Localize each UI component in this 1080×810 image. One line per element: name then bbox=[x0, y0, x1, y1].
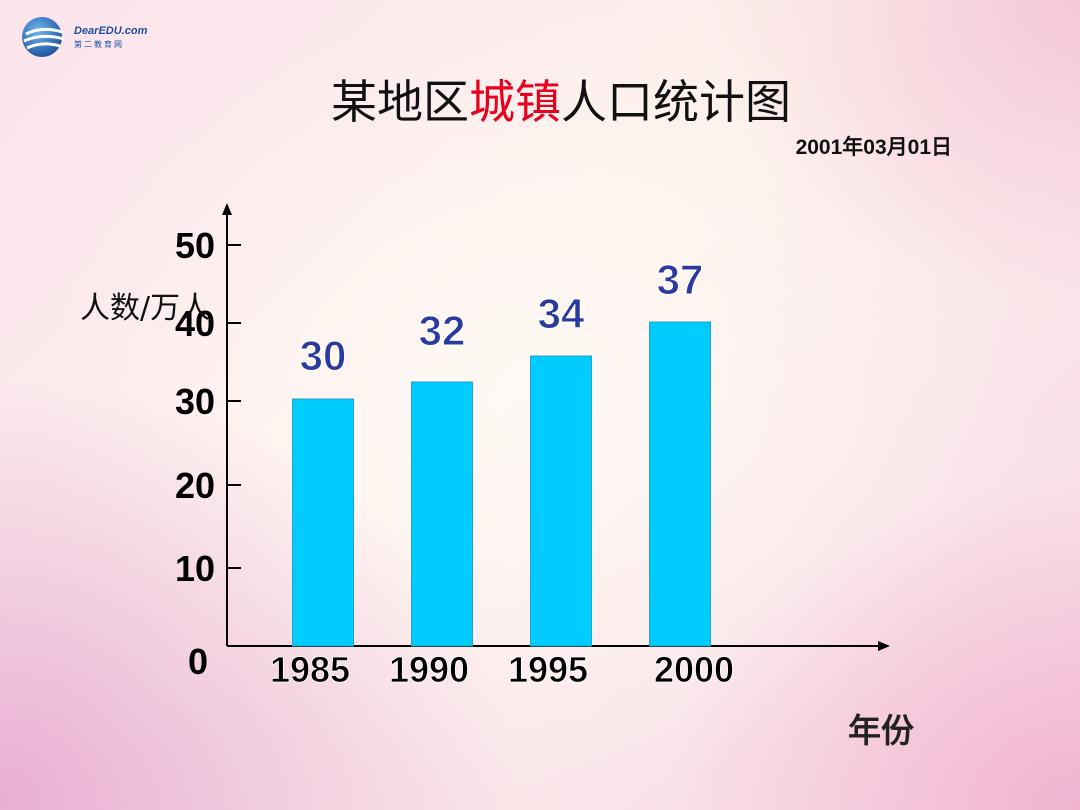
value-label-1985: 30 bbox=[300, 332, 347, 379]
y-tick-label: 20 bbox=[175, 465, 215, 506]
value-labels: 30 32 34 37 bbox=[299, 256, 704, 380]
logo-subtext: 第二教育网 bbox=[74, 40, 124, 49]
y-axis-arrow bbox=[222, 203, 232, 215]
value-label-1995: 34 bbox=[538, 290, 585, 337]
bars bbox=[292, 321, 711, 647]
y-tick-label: 40 bbox=[175, 303, 215, 344]
y-tick-label: 10 bbox=[175, 548, 215, 589]
y-ticks: 0 10 20 30 40 50 bbox=[175, 225, 241, 682]
bar-1995 bbox=[530, 355, 592, 647]
x-axis-label: 年份 bbox=[848, 711, 914, 750]
logo: DearEDU.com 第二教育网 bbox=[18, 14, 168, 60]
x-axis-arrow bbox=[878, 641, 890, 651]
title-part1: 某地区 bbox=[331, 75, 469, 129]
value-label-1990: 32 bbox=[419, 307, 466, 354]
bar-2000 bbox=[649, 321, 711, 647]
y-tick-label: 30 bbox=[175, 381, 215, 422]
title-part2: 人口统计图 bbox=[561, 75, 791, 129]
x-tick-label-1985: 1985 bbox=[270, 649, 350, 690]
bar-1990 bbox=[411, 381, 473, 647]
x-tick-label-2000: 2000 bbox=[654, 649, 734, 690]
y-axis-label: 人数/万人 bbox=[80, 291, 210, 326]
logo-text: DearEDU.com bbox=[74, 25, 148, 37]
chart-date: 2001年03月01日 bbox=[795, 136, 952, 159]
title-highlight: 城镇 bbox=[469, 75, 561, 129]
y-tick-label: 0 bbox=[188, 641, 208, 682]
globe-logo-icon bbox=[22, 17, 65, 57]
value-label-2000: 37 bbox=[657, 256, 704, 303]
x-tick-label-1990: 1990 bbox=[389, 649, 469, 690]
x-tick-labels: 1985 1990 1995 2000 bbox=[270, 649, 735, 691]
y-tick-label: 50 bbox=[175, 225, 215, 266]
x-tick-label-1995: 1995 bbox=[508, 649, 588, 690]
page-title: 某地区城镇人口统计图 bbox=[0, 66, 1080, 132]
bar-1985 bbox=[292, 398, 354, 647]
